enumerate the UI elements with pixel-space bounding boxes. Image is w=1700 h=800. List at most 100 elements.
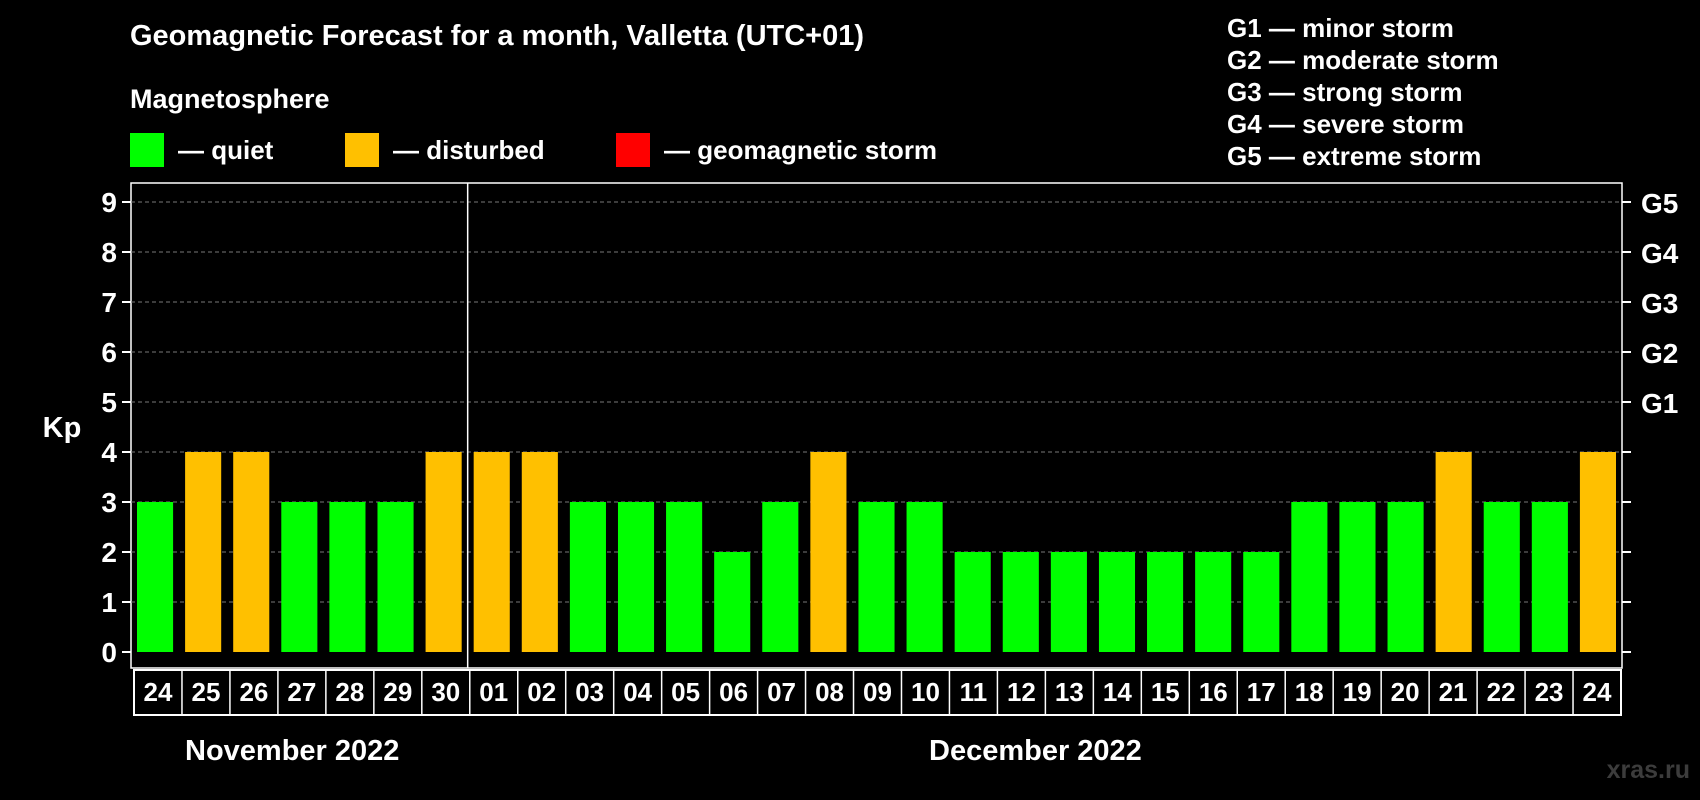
date-label-25: 19 <box>1343 677 1372 707</box>
date-row-frame <box>133 669 1622 716</box>
bar-11 <box>666 502 703 652</box>
ytick-label-9: 9 <box>101 187 117 218</box>
date-label-0: 24 <box>144 677 173 707</box>
month-label-november: November 2022 <box>185 735 400 767</box>
bar-28 <box>1483 502 1520 652</box>
ytick-label-7: 7 <box>101 287 117 318</box>
bar-7 <box>473 452 510 652</box>
ytick-label-2: 2 <box>101 537 117 568</box>
date-label-11: 05 <box>671 677 700 707</box>
right-axis-label-G3: G3 <box>1641 288 1678 319</box>
date-label-15: 09 <box>863 677 892 707</box>
bar-23 <box>1243 552 1280 652</box>
date-label-21: 15 <box>1151 677 1180 707</box>
storm-legend-g3: G3 — strong storm <box>1227 77 1463 107</box>
disturbed-swatch <box>345 133 379 167</box>
bar-21 <box>1147 552 1184 652</box>
legend-storm-label: — geomagnetic storm <box>664 134 938 165</box>
bar-16 <box>906 502 943 652</box>
bar-12 <box>714 552 751 652</box>
ytick-label-3: 3 <box>101 487 117 518</box>
bar-15 <box>858 502 895 652</box>
bar-3 <box>281 502 318 652</box>
date-label-20: 14 <box>1103 677 1132 707</box>
bar-0 <box>137 502 174 652</box>
bar-29 <box>1531 502 1568 652</box>
date-label-12: 06 <box>719 677 748 707</box>
date-label-9: 03 <box>575 677 604 707</box>
watermark: xras.ru <box>1606 756 1690 784</box>
date-label-5: 29 <box>383 677 412 707</box>
right-axis-label-G5: G5 <box>1641 188 1678 219</box>
bar-19 <box>1050 552 1087 652</box>
date-label-16: 10 <box>911 677 940 707</box>
right-axis-label-G4: G4 <box>1641 238 1679 269</box>
bar-30 <box>1579 452 1616 652</box>
date-label-30: 24 <box>1583 677 1612 707</box>
date-label-10: 04 <box>623 677 652 707</box>
ytick-label-6: 6 <box>101 337 117 368</box>
bar-26 <box>1387 502 1424 652</box>
date-label-4: 28 <box>335 677 364 707</box>
storm-swatch <box>616 133 650 167</box>
ytick-label-5: 5 <box>101 387 117 418</box>
bar-6 <box>425 452 462 652</box>
date-label-14: 08 <box>815 677 844 707</box>
chart-title: Geomagnetic Forecast for a month, Vallet… <box>130 20 865 52</box>
ytick-label-0: 0 <box>101 637 117 668</box>
date-label-29: 23 <box>1535 677 1564 707</box>
bar-4 <box>329 502 366 652</box>
month-label-december: December 2022 <box>929 735 1142 767</box>
bar-20 <box>1098 552 1136 652</box>
y-axis-title: Kp <box>43 412 82 444</box>
date-label-19: 13 <box>1055 677 1084 707</box>
date-label-2: 26 <box>239 677 268 707</box>
date-label-7: 01 <box>479 677 508 707</box>
legend-disturbed: — disturbed <box>345 132 545 168</box>
date-label-3: 27 <box>287 677 316 707</box>
bar-9 <box>569 502 606 652</box>
bar-17 <box>954 552 991 652</box>
bar-8 <box>521 452 558 652</box>
bar-5 <box>377 502 414 652</box>
date-label-6: 30 <box>431 677 460 707</box>
date-label-23: 17 <box>1247 677 1276 707</box>
bar-18 <box>1002 552 1039 652</box>
date-label-27: 21 <box>1439 677 1468 707</box>
storm-legend-g5: G5 — extreme storm <box>1227 141 1482 171</box>
storm-legend-g1: G1 — minor storm <box>1227 13 1454 43</box>
bar-1 <box>185 452 222 652</box>
legend-storm: — geomagnetic storm <box>616 132 937 168</box>
date-label-26: 20 <box>1391 677 1420 707</box>
legend-title: Magnetosphere <box>130 84 330 114</box>
date-label-22: 16 <box>1199 677 1228 707</box>
legend-disturbed-label: — disturbed <box>393 134 545 165</box>
bar-22 <box>1195 552 1232 652</box>
storm-legend-g4: G4 — severe storm <box>1227 109 1465 139</box>
date-label-1: 25 <box>191 677 220 707</box>
ytick-label-1: 1 <box>101 587 117 618</box>
date-label-18: 12 <box>1007 677 1036 707</box>
bar-2 <box>233 452 270 652</box>
bar-24 <box>1291 502 1328 652</box>
date-label-24: 18 <box>1295 677 1324 707</box>
bar-10 <box>617 502 655 652</box>
right-axis-label-G2: G2 <box>1641 338 1678 369</box>
bar-27 <box>1435 452 1472 652</box>
ytick-label-4: 4 <box>101 437 117 468</box>
legend-quiet: — quiet <box>130 132 273 168</box>
legend-quiet-label: — quiet <box>178 134 274 165</box>
storm-legend-g2: G2 — moderate storm <box>1227 45 1499 75</box>
right-axis-label-G1: G1 <box>1641 388 1678 419</box>
date-label-17: 11 <box>960 677 988 707</box>
date-label-28: 22 <box>1487 677 1516 707</box>
date-label-13: 07 <box>767 677 796 707</box>
bar-25 <box>1339 502 1376 652</box>
date-label-8: 02 <box>527 677 556 707</box>
plot-frame <box>130 182 1623 669</box>
bar-14 <box>810 452 847 652</box>
quiet-swatch <box>130 133 164 167</box>
bar-13 <box>762 502 799 652</box>
ytick-label-8: 8 <box>101 237 117 268</box>
